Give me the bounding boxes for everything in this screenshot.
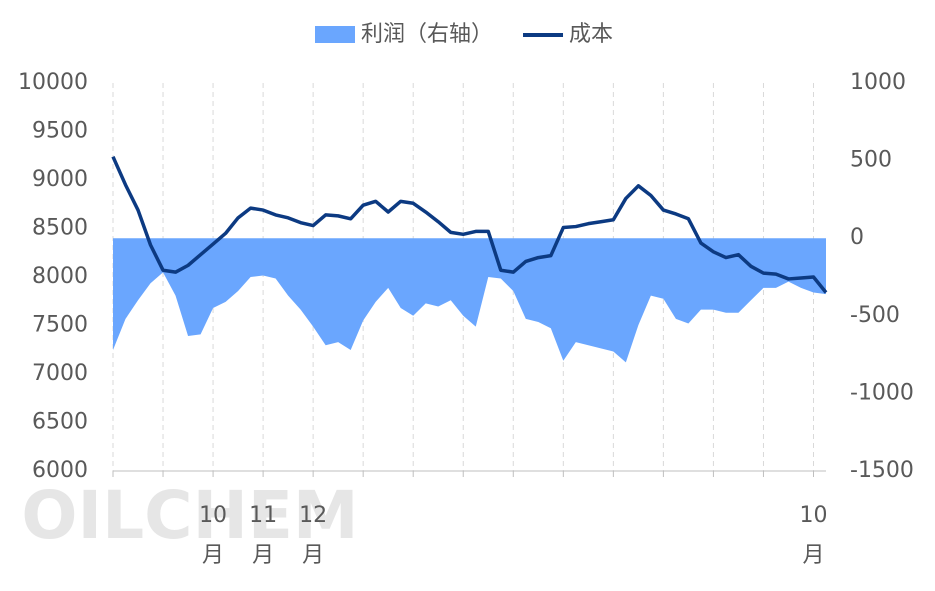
y-tick-label: 8500 (32, 216, 88, 241)
y-tick-label: 7000 (32, 361, 88, 386)
x-tick-label-part: 月 (202, 543, 224, 568)
x-tick-label: 10 月 (799, 503, 827, 568)
watermark: OILCHEM (21, 477, 358, 554)
x-tick-label: 11 月 (249, 503, 277, 568)
y2-tick-label: 1000 (850, 70, 906, 95)
x-tick-label-part: 10 (199, 503, 227, 528)
y2-tick-label: -1000 (850, 380, 914, 405)
x-tick-label: 10 月 (199, 503, 227, 568)
y-tick-label: 9500 (32, 119, 88, 144)
x-tick-label-part: 月 (252, 543, 274, 568)
x-tick-label: 12 月 (299, 503, 327, 568)
profit-area (113, 238, 826, 363)
x-tick-label-part: 11 (249, 503, 277, 528)
y2-tick-label: 500 (850, 148, 892, 173)
y-tick-label: 6000 (32, 458, 88, 483)
legend-swatch (315, 26, 355, 43)
y2-tick-label: -500 (850, 303, 900, 328)
y2-tick-label: 0 (850, 225, 864, 250)
y-tick-label: 8000 (32, 264, 88, 289)
y2-tick-label: -1500 (850, 458, 914, 483)
x-tick-label-part: 10 (799, 503, 827, 528)
legend-label: 成本 (569, 22, 613, 47)
x-tick-label-part: 月 (302, 543, 324, 568)
y-tick-label: 9000 (32, 167, 88, 192)
cost-line (111, 156, 828, 294)
legend-label: 利润（右轴） (361, 22, 493, 47)
x-tick-label-part: 12 (299, 503, 327, 528)
y-tick-label: 6500 (32, 410, 88, 435)
y-tick-label: 7500 (32, 313, 88, 338)
y-tick-label: 10000 (18, 70, 88, 95)
x-tick-label-part: 月 (802, 543, 824, 568)
